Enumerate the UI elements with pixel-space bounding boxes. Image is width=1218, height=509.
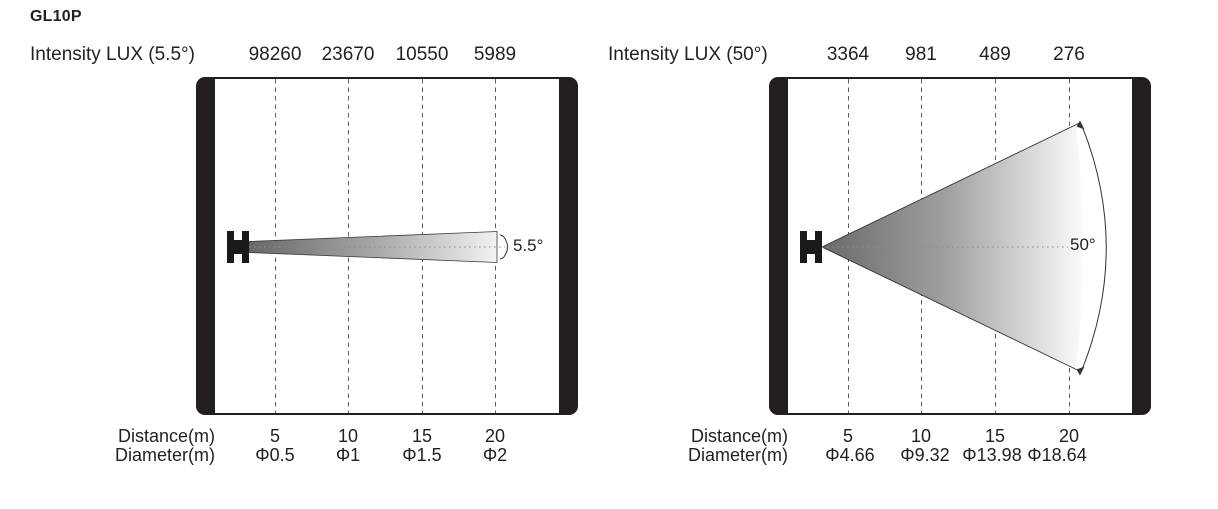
diameter-value: Φ0.5 [255, 445, 295, 465]
beam-diagram-narrow [227, 231, 508, 263]
intensity-axis-label-narrow: Intensity LUX (5.5°) [30, 44, 195, 65]
diameter-value: Φ13.98 [962, 445, 1022, 465]
diameter-value: Φ4.66 [825, 445, 875, 465]
diameter-value: Φ9.32 [900, 445, 950, 465]
distance-value: 10 [337, 426, 359, 446]
diameter-value: Φ2 [482, 445, 508, 465]
diameter-axis-label: Diameter(m) [114, 445, 215, 465]
intensity-value: 23670 [321, 44, 375, 65]
distance-value: 15 [411, 426, 433, 446]
intensity-value: 489 [979, 44, 1011, 65]
fixture-icon [800, 231, 822, 263]
intensity-value: 3364 [826, 44, 870, 65]
diameter-value: Φ1 [335, 445, 361, 465]
beam-angle-label-narrow: 5.5° [513, 236, 544, 255]
chart-frame-wide-beam [769, 77, 1151, 415]
intensity-value: 981 [905, 44, 937, 65]
fixture-icon [227, 231, 249, 263]
distance-axis-label: Distance(m) [690, 426, 788, 446]
diameter-value: Φ18.64 [1027, 445, 1087, 465]
arc-arrowhead-bottom [1076, 366, 1085, 376]
distance-value: 5 [842, 426, 853, 446]
chart-frame-narrow-beam [196, 77, 578, 415]
distance-value: 10 [910, 426, 932, 446]
diameter-value: Φ1.5 [402, 445, 442, 465]
intensity-value: 10550 [395, 44, 449, 65]
distance-axis-label: Distance(m) [117, 426, 215, 446]
beam-angle-arc [1081, 124, 1107, 372]
distance-value: 15 [984, 426, 1006, 446]
diameter-axis-label: Diameter(m) [687, 445, 788, 465]
page-title: GL10P [30, 8, 82, 25]
distance-value: 20 [1058, 426, 1080, 446]
beam-angle-arc [503, 236, 508, 258]
arc-arrowhead-top [1076, 120, 1085, 130]
beam-diagram-wide [800, 120, 1107, 376]
intensity-value: 276 [1053, 44, 1085, 65]
distance-value: 5 [269, 426, 280, 446]
distance-value: 20 [484, 426, 506, 446]
intensity-axis-label-wide: Intensity LUX (50°) [608, 44, 768, 65]
beam-angle-arc-ticks [499, 234, 504, 260]
intensity-value: 5989 [473, 44, 517, 65]
beam-angle-label-wide: 50° [1070, 235, 1096, 254]
intensity-value: 98260 [248, 44, 302, 65]
